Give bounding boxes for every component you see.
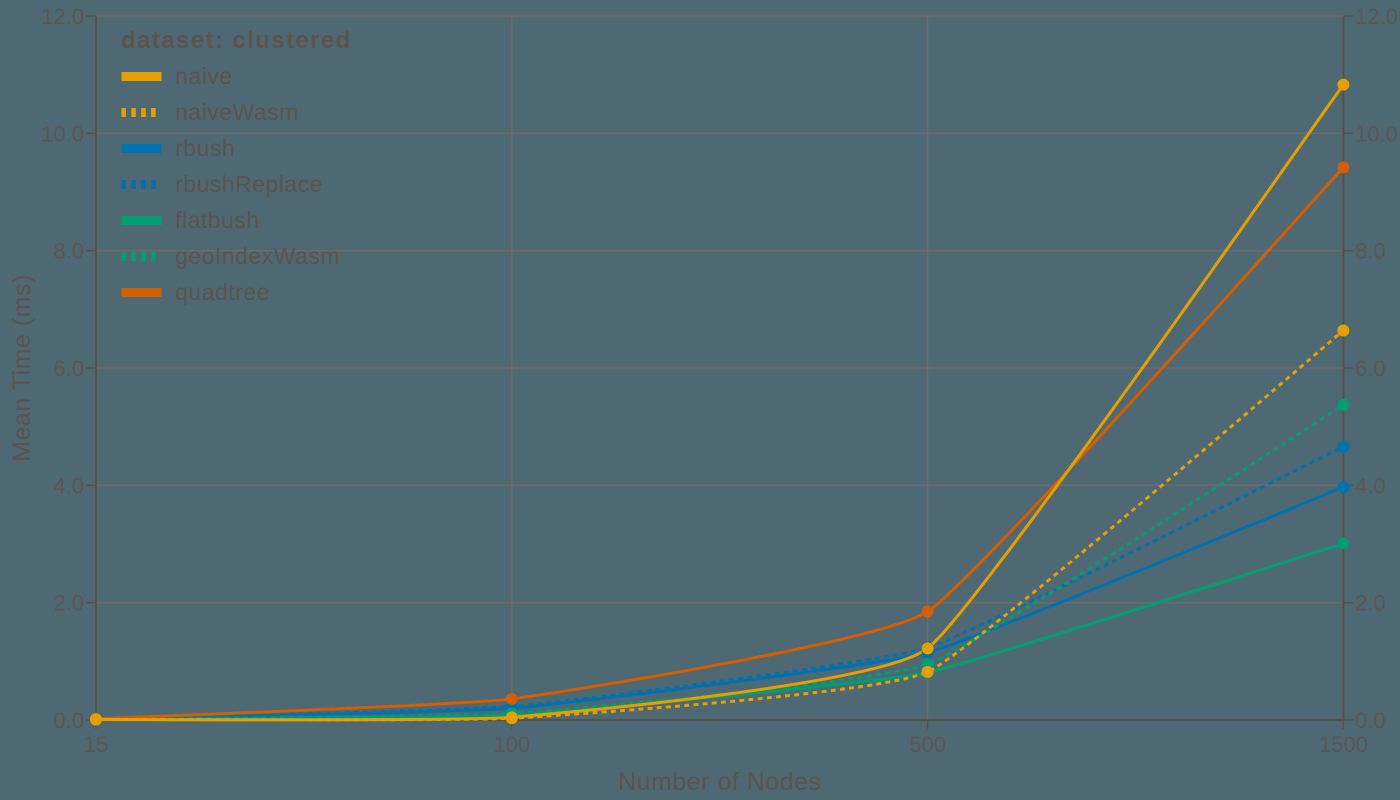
svg-text:2.0: 2.0 [1355, 591, 1386, 616]
svg-text:naiveWasm: naiveWasm [175, 99, 299, 125]
svg-text:12.0: 12.0 [1355, 4, 1398, 29]
svg-text:dataset: clustered: dataset: clustered [121, 27, 352, 54]
svg-text:4.0: 4.0 [1355, 473, 1386, 498]
svg-text:geoIndexWasm: geoIndexWasm [175, 243, 340, 269]
svg-text:15: 15 [84, 732, 108, 757]
svg-text:Mean Time (ms): Mean Time (ms) [8, 274, 36, 462]
svg-text:4.0: 4.0 [53, 473, 84, 498]
svg-text:10.0: 10.0 [1355, 121, 1398, 146]
svg-text:1500: 1500 [1319, 732, 1368, 757]
svg-text:2.0: 2.0 [53, 591, 84, 616]
svg-text:12.0: 12.0 [41, 4, 84, 29]
svg-text:Number of Nodes: Number of Nodes [618, 768, 821, 796]
svg-text:10.0: 10.0 [41, 121, 84, 146]
svg-text:0.0: 0.0 [53, 708, 84, 733]
svg-text:6.0: 6.0 [53, 356, 84, 381]
svg-text:0.0: 0.0 [1355, 708, 1386, 733]
svg-text:500: 500 [909, 732, 946, 757]
svg-text:100: 100 [493, 732, 530, 757]
svg-text:naive: naive [175, 63, 232, 89]
svg-text:8.0: 8.0 [53, 239, 84, 264]
svg-text:8.0: 8.0 [1355, 239, 1386, 264]
svg-text:rbush: rbush [175, 135, 235, 161]
svg-text:flatbush: flatbush [175, 207, 260, 233]
svg-text:6.0: 6.0 [1355, 356, 1386, 381]
svg-text:rbushReplace: rbushReplace [175, 171, 323, 197]
svg-text:quadtree: quadtree [175, 279, 270, 305]
